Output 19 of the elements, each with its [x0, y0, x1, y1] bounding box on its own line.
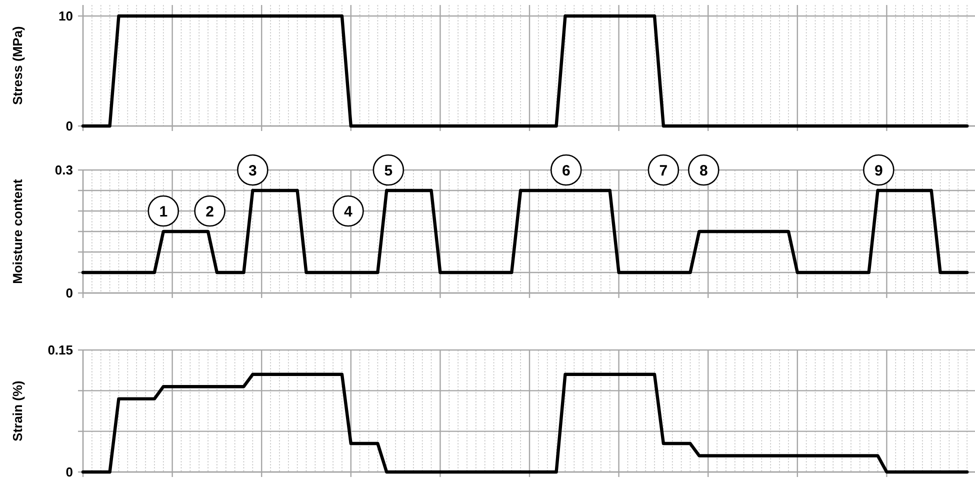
y-tick-label: 0.15 [48, 342, 73, 358]
y-tick-label: 0 [66, 286, 73, 301]
annotation: 9 [874, 162, 883, 180]
y-axis-title: Stress (MPa) [10, 26, 25, 105]
line-series [81, 372, 969, 474]
annotation: 7 [659, 162, 668, 180]
y-tick-label: 0 [66, 464, 73, 479]
annotation: 1 [159, 203, 168, 220]
annotation: 2 [206, 203, 214, 220]
y-axis-title: Moisture content [10, 178, 25, 284]
annotation: 5 [384, 162, 393, 180]
annotation: 4 [344, 203, 354, 220]
annotation: 3 [248, 162, 257, 180]
y-axis-title: Strain (%) [10, 380, 25, 442]
y-tick-label: 10 [58, 8, 73, 24]
annotation: 8 [699, 162, 708, 180]
annotation: 6 [562, 162, 570, 180]
y-tick-label: 0 [66, 118, 73, 134]
y-tick-label: 0.3 [54, 162, 73, 178]
